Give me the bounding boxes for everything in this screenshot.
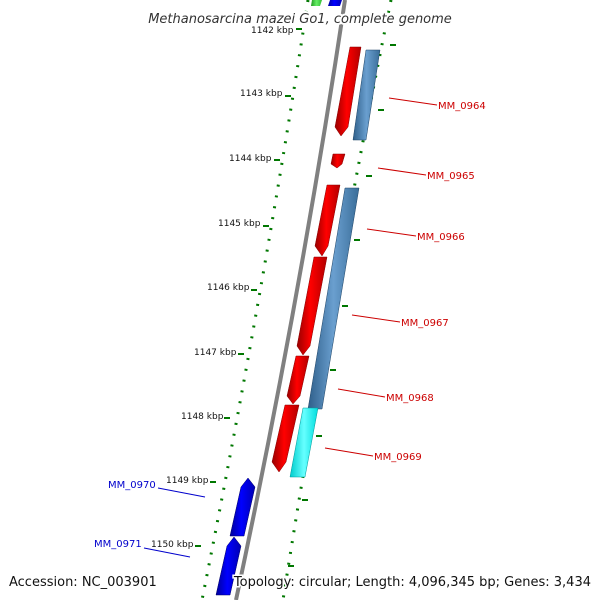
gene-label-MM_0971[interactable]: MM_0971 [94, 539, 142, 550]
gene-label-MM_0967[interactable]: MM_0967 [401, 318, 449, 329]
gene-MM_0971[interactable] [215, 536, 242, 596]
tick-label-1148: 1148 kbp [181, 412, 224, 422]
tick-label-1149: 1149 kbp [166, 476, 209, 486]
tick-marks [195, 28, 396, 567]
tick-label-1142: 1142 kbp [251, 26, 294, 36]
gene-label-MM_0966[interactable]: MM_0966 [417, 232, 465, 243]
feature-steelblue-1 [352, 49, 381, 141]
topology-info-text: Topology: circular; Length: 4,096,345 bp… [233, 575, 591, 590]
steelblue-features [307, 49, 381, 410]
tick-label-1145: 1145 kbp [218, 219, 261, 229]
gene-label-MM_0970[interactable]: MM_0970 [108, 480, 156, 491]
gene-MM_0970[interactable] [229, 477, 256, 537]
tick-label-1150: 1150 kbp [151, 540, 194, 550]
feature-cyan [289, 407, 319, 478]
gene-MM_0966[interactable] [314, 184, 341, 257]
gene-MM_0968[interactable] [286, 355, 310, 405]
genome-backbone [234, 0, 347, 600]
map-title: Methanosarcina mazei Go1, complete genom… [148, 12, 452, 27]
accession-text: Accession: NC_003901 [9, 575, 157, 590]
forward-strand-genes [271, 46, 362, 473]
gene-MM_0967[interactable] [296, 256, 328, 356]
feature-top-green [311, 0, 322, 6]
gene-MM_0965[interactable] [330, 153, 346, 169]
gene-MM_0969[interactable] [271, 404, 300, 473]
reverse-strand-genes [215, 477, 256, 596]
gene-MM_0964[interactable] [334, 46, 362, 137]
tick-label-1147: 1147 kbp [194, 348, 237, 358]
tick-label-1143: 1143 kbp [240, 89, 283, 99]
tick-label-1144: 1144 kbp [229, 154, 272, 164]
gene-label-MM_0968[interactable]: MM_0968 [386, 393, 434, 404]
feature-steelblue-2 [307, 187, 360, 410]
feature-top-blue [328, 0, 342, 6]
leader-lines [143, 97, 438, 558]
gene-label-MM_0965[interactable]: MM_0965 [427, 171, 475, 182]
gene-label-MM_0964[interactable]: MM_0964 [438, 101, 486, 112]
tick-label-1146: 1146 kbp [207, 283, 250, 293]
gene-label-MM_0969[interactable]: MM_0969 [374, 452, 422, 463]
